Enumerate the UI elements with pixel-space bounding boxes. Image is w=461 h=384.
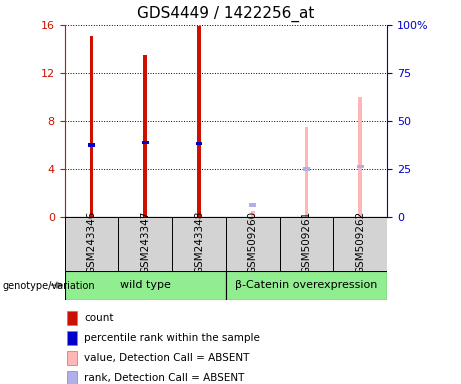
Bar [305, 127, 308, 217]
Bar [226, 271, 387, 300]
Bar [65, 271, 226, 300]
Text: β-Catenin overexpression: β-Catenin overexpression [236, 280, 378, 290]
Text: percentile rank within the sample: percentile rank within the sample [84, 333, 260, 343]
Bar [118, 217, 172, 271]
Bar [251, 211, 254, 217]
Bar [357, 165, 364, 168]
Bar [88, 143, 95, 147]
Bar [226, 217, 280, 271]
Bar [172, 217, 226, 271]
Text: count: count [84, 313, 113, 323]
Text: wild type: wild type [120, 280, 171, 290]
Text: GSM509262: GSM509262 [355, 211, 366, 275]
Bar [195, 142, 202, 146]
Text: genotype/variation: genotype/variation [2, 281, 95, 291]
Text: GSM509260: GSM509260 [248, 211, 258, 274]
Bar [249, 203, 256, 207]
Text: value, Detection Call = ABSENT: value, Detection Call = ABSENT [84, 353, 249, 363]
Bar [65, 217, 118, 271]
Text: rank, Detection Call = ABSENT: rank, Detection Call = ABSENT [84, 373, 244, 383]
Bar [280, 217, 333, 271]
Bar [142, 141, 148, 144]
Bar [143, 55, 147, 217]
Bar [303, 167, 310, 170]
Title: GDS4449 / 1422256_at: GDS4449 / 1422256_at [137, 6, 314, 22]
Bar [89, 36, 93, 217]
Text: GSM243347: GSM243347 [140, 211, 150, 275]
Bar [359, 97, 362, 217]
Text: GSM243348: GSM243348 [194, 211, 204, 275]
Text: GSM243346: GSM243346 [86, 211, 96, 275]
Bar [333, 217, 387, 271]
Text: GSM509261: GSM509261 [301, 211, 312, 275]
Bar [197, 26, 201, 217]
